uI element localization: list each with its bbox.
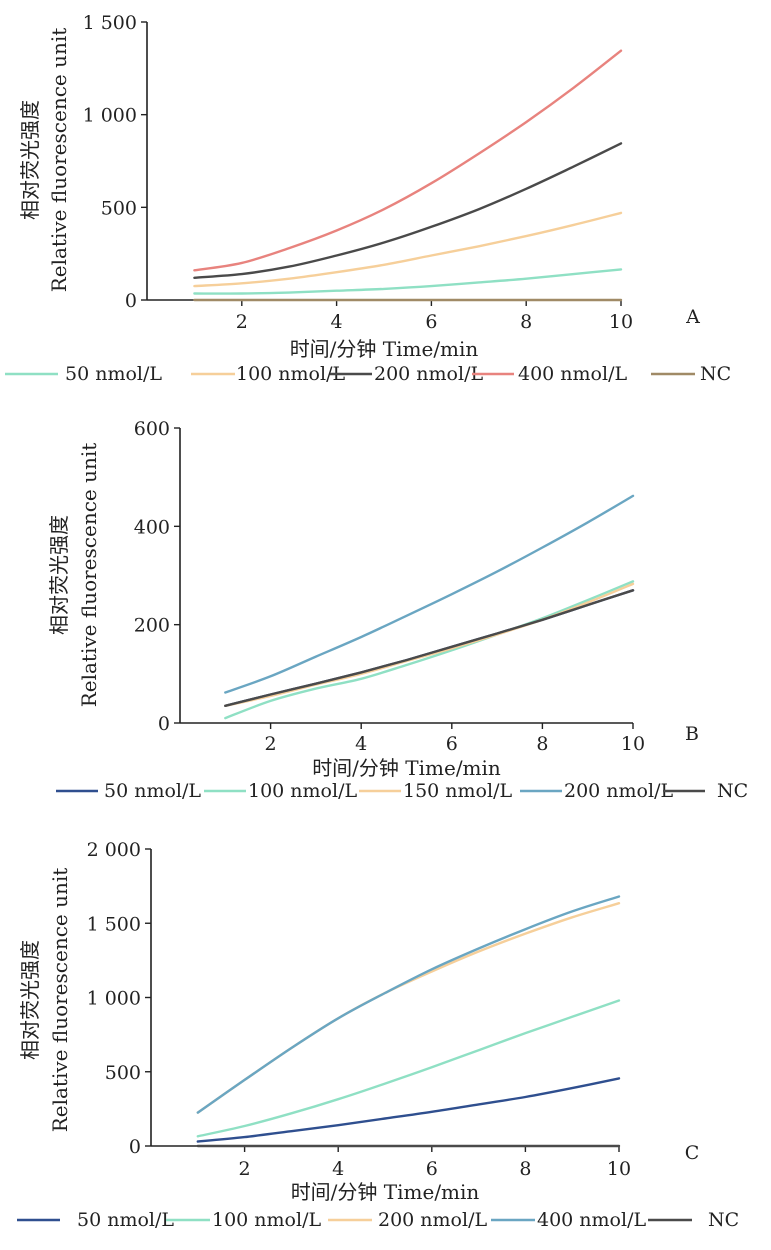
legend-label-100-nmol-l: 100 nmol/L [236,363,345,385]
x-tick-label: 4 [332,1158,344,1180]
chart-panel-c: 0 500 1 000 1 500 2 000 2 4 6 8 10 时间/分钟 Time/min 相… [17,839,739,1231]
series-line-200-nmol-l [193,142,623,279]
x-axis-title: 时间/分钟 Time/min [290,337,479,361]
y-axis-title-english: Relative fluorescence unit [48,868,72,1133]
legend-label-400-nmol-l: 400 nmol/L [537,1209,646,1231]
y-tick-label: 500 [105,1062,141,1084]
x-tick-label: 10 [609,311,633,333]
x-tick-label: 6 [425,311,437,333]
series-line-150-nmol-l [224,582,635,707]
y-tick-label: 1 500 [87,913,141,935]
legend-label-50-nmol-l: 50 nmol/L [77,1209,174,1231]
x-tick-label: 10 [607,1158,631,1180]
y-tick-label: 600 [134,418,170,440]
series-line-400-nmol-l [196,895,621,1114]
series-line-400-nmol-l [193,49,623,272]
y-axis-title-english: Relative fluorescence unit [47,28,71,293]
x-tick-label: 8 [520,311,532,333]
y-tick-label: 0 [125,290,137,312]
x-tick-label: 2 [265,733,277,755]
y-axis-title-chinese: 相对荧光强度 [18,100,42,220]
y-tick-label: 500 [101,197,137,219]
series-line-100-nmol-l [193,211,623,288]
series-line-50-nmol-l [193,268,623,295]
legend-label-100-nmol-l: 100 nmol/L [212,1209,321,1231]
y-tick-label: 1 000 [87,988,141,1010]
legend-label-400-nmol-l: 400 nmol/L [518,363,627,385]
y-axis-title-chinese: 相对荧光强度 [18,940,42,1060]
y-axis-title-chinese: 相对荧光强度 [47,515,71,635]
panel-label: A [685,306,700,328]
y-tick-label: 0 [158,713,170,735]
y-tick-label: 1 000 [83,105,137,127]
legend-label-200-nmol-l: 200 nmol/L [374,363,483,385]
x-tick-label: 8 [536,733,548,755]
panel-label: C [685,1142,700,1164]
legend-label-200-nmol-l: 200 nmol/L [378,1209,487,1231]
y-tick-label: 1 500 [83,12,137,34]
legend-label-nc: NC [700,363,731,385]
chart-panel-b: 0 200 400 600 2 4 6 8 10 时间/分钟 Time/min 相对荧光强度 Rela… [47,418,748,802]
y-tick-label: 0 [129,1136,141,1158]
panel-label: B [685,723,699,745]
x-tick-label: 6 [426,1158,438,1180]
series-line-100-nmol-l [196,999,621,1138]
series-line-200-nmol-l [224,494,635,694]
legend-label-50-nmol-l: 50 nmol/L [65,363,162,385]
y-tick-label: 200 [134,615,170,637]
series-line-100-nmol-l [224,580,635,720]
x-tick-label: 4 [331,311,343,333]
chart-panel-a: 0 500 1 000 1 500 2 4 6 8 10 时间/分钟 Time/min 相对荧光强度… [5,12,731,385]
x-tick-label: 2 [236,311,248,333]
y-tick-label: 400 [134,516,170,538]
x-tick-label: 10 [621,733,645,755]
legend-label-150-nmol-l: 150 nmol/L [403,780,512,802]
series-line-nc [224,589,635,707]
legend-label-50-nmol-l: 50 nmol/L [104,780,201,802]
x-tick-label: 6 [446,733,458,755]
x-tick-label: 2 [239,1158,251,1180]
legend-label-100-nmol-l: 100 nmol/L [248,780,357,802]
legend-label-200-nmol-l: 200 nmol/L [564,780,673,802]
legend-label-nc: NC [717,780,748,802]
x-axis-title: 时间/分钟 Time/min [291,1180,480,1204]
series-line-200-nmol-l [196,902,621,1114]
series-line-50-nmol-l [196,1077,621,1143]
x-tick-label: 4 [355,733,367,755]
legend-label-nc: NC [708,1209,739,1231]
y-axis-title-english: Relative fluorescence unit [77,443,101,708]
x-axis-title: 时间/分钟 Time/min [312,756,501,780]
y-tick-label: 2 000 [87,839,141,861]
x-tick-label: 8 [519,1158,531,1180]
